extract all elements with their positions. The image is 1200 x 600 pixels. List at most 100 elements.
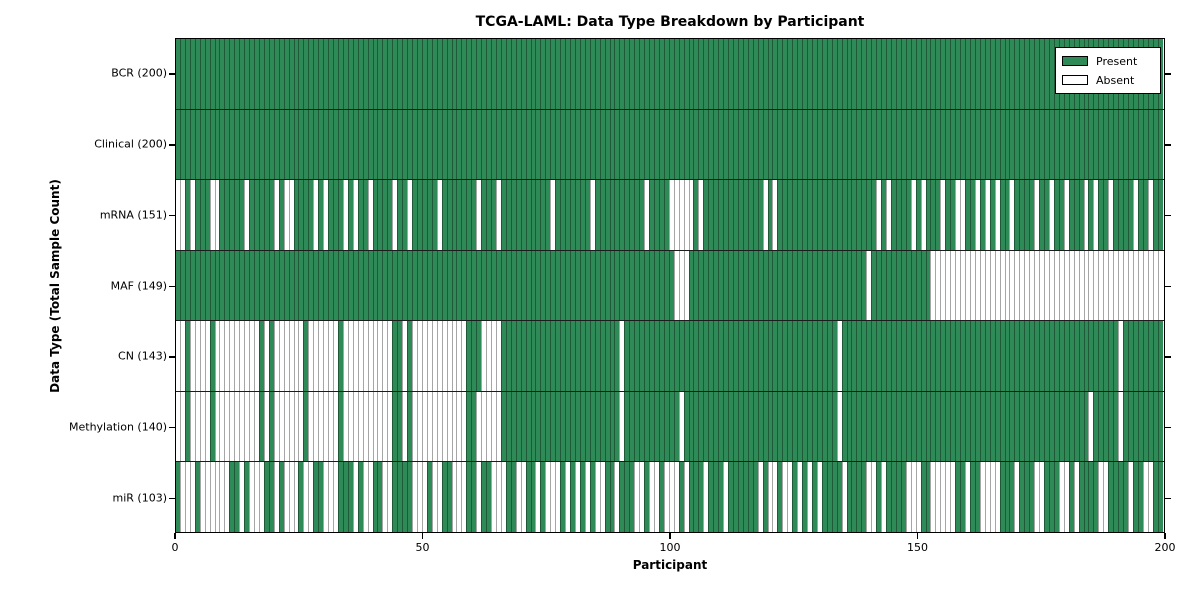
matrix-cell xyxy=(846,39,852,109)
matrix-cell xyxy=(1044,109,1049,180)
matrix-cell xyxy=(1004,180,1010,250)
matrix-cell xyxy=(1078,321,1084,391)
matrix-cell xyxy=(974,180,980,250)
matrix-cell xyxy=(767,180,773,250)
matrix-cell xyxy=(960,39,965,109)
matrix-cell xyxy=(747,250,753,321)
matrix-cell xyxy=(471,109,477,180)
matrix-cell xyxy=(377,321,383,391)
matrix-cell xyxy=(584,462,590,533)
matrix-cell xyxy=(392,321,398,391)
matrix-cell xyxy=(732,39,738,109)
matrix-cell xyxy=(886,180,891,250)
matrix-cell xyxy=(209,39,215,109)
y-tick-mark xyxy=(169,214,175,217)
matrix-cell xyxy=(955,180,961,250)
matrix-cell xyxy=(718,180,724,250)
matrix-cell xyxy=(910,321,916,391)
matrix-cell xyxy=(273,321,279,391)
matrix-cell xyxy=(303,321,309,391)
matrix-cell xyxy=(412,39,417,109)
matrix-cell xyxy=(584,250,590,321)
matrix-cell xyxy=(653,180,659,250)
matrix-cell xyxy=(614,391,620,462)
matrix-cell xyxy=(831,321,837,391)
matrix-cell xyxy=(412,321,417,391)
matrix-cell xyxy=(229,250,235,321)
matrix-cell xyxy=(728,180,733,250)
matrix-cell xyxy=(1063,462,1069,533)
matrix-cell xyxy=(1118,180,1123,250)
matrix-cell xyxy=(476,250,482,321)
matrix-cell xyxy=(846,250,852,321)
matrix-cell xyxy=(634,250,640,321)
matrix-cell xyxy=(283,391,289,462)
matrix-cell xyxy=(550,321,556,391)
matrix-cell xyxy=(856,250,862,321)
matrix-cell xyxy=(693,180,699,250)
matrix-cell xyxy=(821,391,827,462)
matrix-cell xyxy=(673,39,679,109)
matrix-cell xyxy=(426,180,432,250)
matrix-cell xyxy=(461,109,467,180)
matrix-cell xyxy=(510,250,516,321)
matrix-cell xyxy=(1029,109,1035,180)
row-label-Methylation: Methylation (140) xyxy=(69,420,167,434)
matrix-cell xyxy=(461,321,467,391)
matrix-cell xyxy=(476,180,482,250)
matrix-cell xyxy=(214,180,220,250)
matrix-cell xyxy=(510,109,516,180)
matrix-cell xyxy=(797,109,803,180)
matrix-cell xyxy=(644,180,649,250)
matrix-cell xyxy=(619,321,625,391)
matrix-cell xyxy=(979,391,985,462)
matrix-cell xyxy=(574,109,580,180)
matrix-cell xyxy=(352,250,358,321)
matrix-cell xyxy=(940,180,946,250)
matrix-cell xyxy=(974,39,980,109)
matrix-cell xyxy=(688,321,694,391)
matrix-cell xyxy=(594,109,600,180)
matrix-cell xyxy=(535,391,541,462)
matrix-cell xyxy=(811,180,817,250)
matrix-cell xyxy=(950,462,956,533)
matrix-cell xyxy=(797,39,803,109)
matrix-cell xyxy=(925,250,931,321)
matrix-cell xyxy=(510,39,516,109)
matrix-cell xyxy=(866,109,872,180)
matrix-cell xyxy=(792,391,798,462)
matrix-cell xyxy=(293,321,299,391)
matrix-cell xyxy=(1123,250,1128,321)
matrix-cell xyxy=(811,250,817,321)
matrix-cell xyxy=(732,250,738,321)
matrix-cell xyxy=(382,180,388,250)
matrix-cell xyxy=(342,180,348,250)
matrix-cell xyxy=(1019,39,1025,109)
matrix-cell xyxy=(372,250,378,321)
matrix-cell xyxy=(619,391,625,462)
matrix-cell xyxy=(570,462,575,533)
matrix-cell xyxy=(1147,321,1153,391)
matrix-cell xyxy=(234,39,240,109)
matrix-cell xyxy=(258,250,264,321)
matrix-cell xyxy=(841,391,847,462)
matrix-cell xyxy=(609,39,615,109)
matrix-cell xyxy=(540,321,546,391)
matrix-cell xyxy=(1123,321,1128,391)
matrix-cell xyxy=(540,109,546,180)
matrix-cell xyxy=(639,321,645,391)
matrix-cell xyxy=(476,462,482,533)
matrix-cell xyxy=(500,462,506,533)
matrix-cell xyxy=(584,180,590,250)
matrix-cell xyxy=(910,39,916,109)
matrix-cell xyxy=(589,180,595,250)
matrix-cell xyxy=(387,391,393,462)
matrix-cell xyxy=(678,391,684,462)
matrix-cell xyxy=(545,391,551,462)
matrix-cell xyxy=(881,109,886,180)
matrix-cell xyxy=(431,39,437,109)
matrix-cell xyxy=(229,462,235,533)
matrix-cell xyxy=(747,109,753,180)
matrix-cell xyxy=(752,39,758,109)
